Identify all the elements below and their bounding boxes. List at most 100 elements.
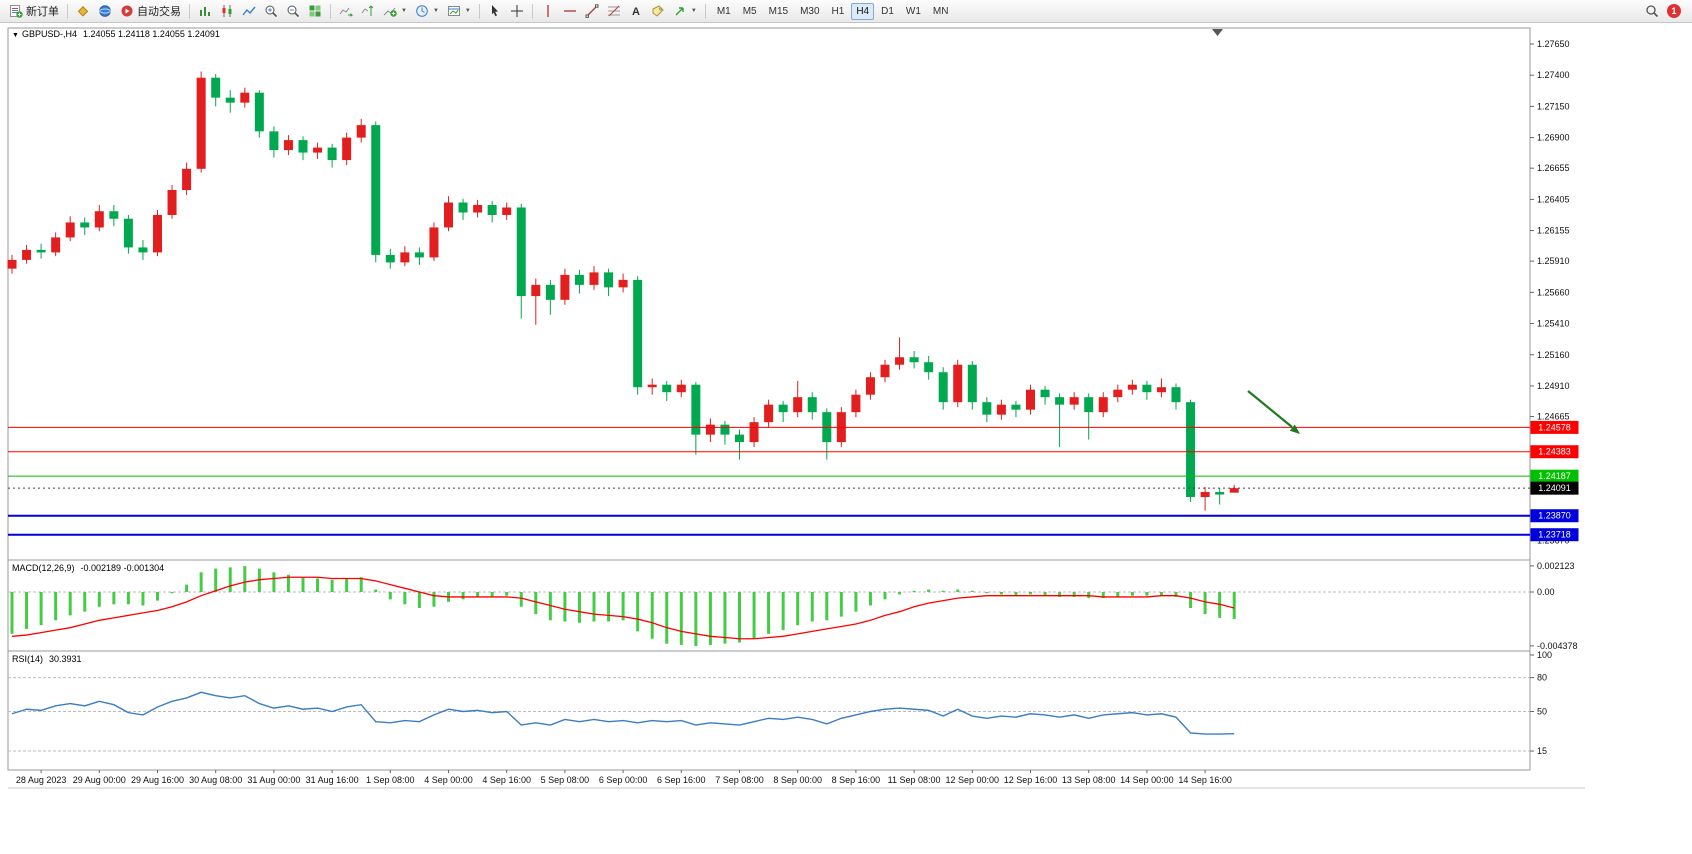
candle-up [560,274,570,300]
vertical-line-button[interactable] [537,0,559,22]
arrow-annotation[interactable] [1247,390,1300,434]
time-tick-label: 11 Sep 08:00 [888,775,941,785]
candle-up [22,249,32,260]
price-level-label: 1.24578 [1530,420,1579,434]
timeframe-h4-button[interactable]: H4 [851,2,875,20]
macd-signal-line [11,576,1235,640]
chevron-down-icon: ▼ [690,8,697,14]
timeframe-mn-button[interactable]: MN [932,5,949,17]
clock-icon [416,5,428,17]
candle-down [211,77,221,98]
indicators-button[interactable]: ▼ [379,0,411,22]
candle-up [705,424,715,435]
periods-button[interactable]: ▼ [411,0,443,22]
candle-up [1113,389,1123,398]
candle-up [196,77,206,169]
candle-up [865,377,875,395]
candle-down [269,131,279,151]
timeframe-m15-button[interactable]: M15 [768,5,789,17]
chart-shift-marker[interactable] [1212,29,1223,36]
tile-windows-button[interactable] [304,0,326,22]
candle-up [313,147,323,153]
candle-down [633,279,643,388]
chart-candles-button[interactable] [216,0,238,22]
autotrade-button[interactable]: 自动交易 [116,0,185,22]
chart-shift-button[interactable] [357,0,379,22]
rsi-axis-label: 50 [1537,707,1547,717]
zoom-in-icon [265,5,278,18]
horizontal-lines[interactable] [8,426,1530,536]
candle-down [123,218,133,248]
candle-up [51,237,61,253]
toolbar: 新订单 自动交易 ▼ ▼ ▼ [0,0,1692,23]
toolbar-separator [704,3,706,19]
candle-up [1127,384,1137,390]
cursor-button[interactable] [484,0,506,22]
timeframe-m5-button[interactable]: M5 [742,5,757,17]
navigator-button[interactable] [94,0,116,22]
line-chart-icon [242,6,256,16]
auto-scroll-button[interactable] [335,0,357,22]
crosshair-icon [510,5,523,17]
price-tick-label: 1.26655 [1537,163,1570,173]
candle-down [225,97,235,103]
text-button[interactable]: A [625,0,647,22]
notification-badge[interactable]: 1 [1667,4,1681,18]
zoom-in-button[interactable] [260,0,282,22]
candle-down [254,92,264,132]
time-tick-label: 8 Sep 16:00 [832,775,881,785]
toolbar-separator [531,3,533,19]
crosshair-button[interactable] [506,0,528,22]
bar-chart-icon [200,7,210,16]
candle-down [80,222,90,228]
chart-bars-button[interactable] [194,0,216,22]
price-level-label: 1.23718 [1530,528,1579,542]
autotrade-label: 自动交易 [137,6,181,18]
candle-down [982,402,992,415]
trendline-icon [585,4,599,18]
horizontal-line-button[interactable] [559,0,581,22]
horizontal-line-icon [563,10,576,12]
zoom-out-button[interactable] [282,0,304,22]
candle-down [604,272,614,288]
time-tick-label: 31 Aug 16:00 [306,775,359,785]
candle-up [167,190,177,215]
price-axis: 1.27650 1.27400 1.27150 1.26900 1.26655 1.264… [1530,39,1570,546]
chart-collapse-icon[interactable]: ▼ [12,32,19,39]
candle-up [153,214,162,253]
rsi-value: 30.3931 [49,654,82,664]
timeframe-d1-button[interactable]: D1 [881,5,894,17]
price-level-label: 1.23870 [1530,509,1579,523]
trendline-button[interactable] [581,0,603,22]
timeframe-h1-button[interactable]: H1 [831,5,845,17]
svg-text:1.24578: 1.24578 [1538,422,1571,432]
candle-down [36,249,46,253]
svg-text:1.24187: 1.24187 [1538,471,1571,481]
arrows-button[interactable]: ▼ [669,0,701,22]
price-tick-label: 1.24910 [1537,381,1570,391]
time-axis: 28 Aug 2023 29 Aug 00:00 29 Aug 16:00 30 Au… [16,770,1232,785]
market-watch-button[interactable] [72,0,94,22]
fibonacci-button[interactable] [603,0,625,22]
rsi-axis-label: 15 [1537,746,1547,756]
candle-down [516,207,526,297]
label-button[interactable] [647,0,669,22]
time-tick-label: 31 Aug 00:00 [247,775,300,785]
search-button[interactable] [1641,0,1663,22]
timeframe-m1-button[interactable]: M1 [716,5,731,17]
label-tag-icon [652,5,664,17]
chart-line-button[interactable] [238,0,260,22]
templates-button[interactable]: ▼ [443,0,475,22]
new-order-button[interactable]: 新订单 [5,0,63,22]
svg-text:1.24091: 1.24091 [1538,483,1571,493]
timeframe-m30-button[interactable]: M30 [800,5,820,17]
candle-up [283,140,293,151]
candle-up [94,211,104,228]
candle-down [909,357,919,363]
timeframe-w1-button[interactable]: W1 [905,5,921,17]
candle-down [1011,404,1021,410]
macd-axis-label: 0.002123 [1537,561,1575,571]
panel-borders [7,27,1585,789]
candle-up [647,384,657,388]
